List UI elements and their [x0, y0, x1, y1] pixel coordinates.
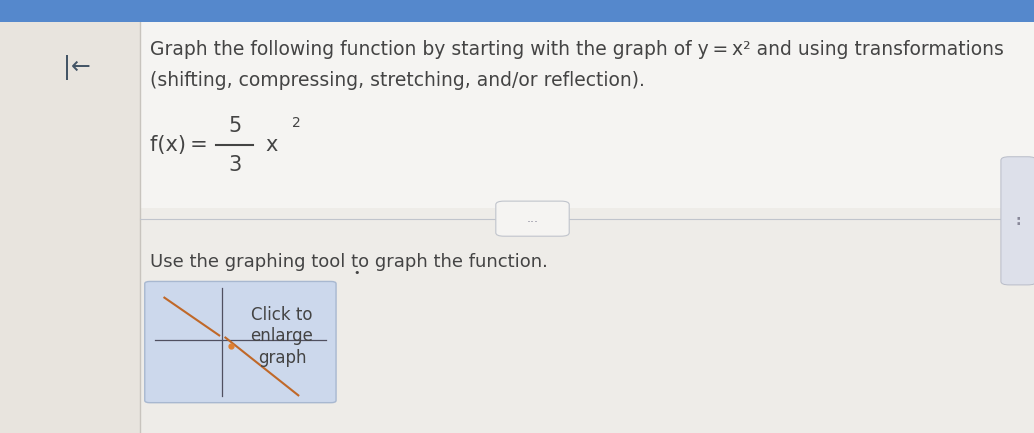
Text: Use the graphing tool to graph the function.: Use the graphing tool to graph the funct…	[150, 253, 548, 271]
Text: Click to: Click to	[251, 306, 312, 323]
Text: :: :	[1015, 214, 1022, 228]
FancyBboxPatch shape	[0, 0, 1034, 22]
Text: enlarge: enlarge	[250, 327, 313, 345]
Text: •: •	[354, 268, 360, 278]
Text: 2: 2	[292, 116, 300, 130]
FancyBboxPatch shape	[145, 281, 336, 403]
FancyBboxPatch shape	[496, 201, 569, 236]
Text: 3: 3	[229, 155, 241, 174]
Text: graph: graph	[257, 349, 306, 367]
Text: f(x) =: f(x) =	[150, 135, 212, 155]
FancyBboxPatch shape	[0, 22, 140, 433]
Text: Graph the following function by starting with the graph of y = x² and using tran: Graph the following function by starting…	[150, 40, 1004, 59]
FancyBboxPatch shape	[140, 22, 1034, 433]
Text: 5: 5	[229, 116, 241, 136]
FancyBboxPatch shape	[140, 208, 1034, 433]
Text: |←: |←	[63, 55, 91, 80]
Text: x: x	[266, 135, 278, 155]
Text: (shifting, compressing, stretching, and/or reflection).: (shifting, compressing, stretching, and/…	[150, 71, 645, 90]
Text: ...: ...	[526, 212, 539, 225]
FancyBboxPatch shape	[1001, 157, 1034, 285]
